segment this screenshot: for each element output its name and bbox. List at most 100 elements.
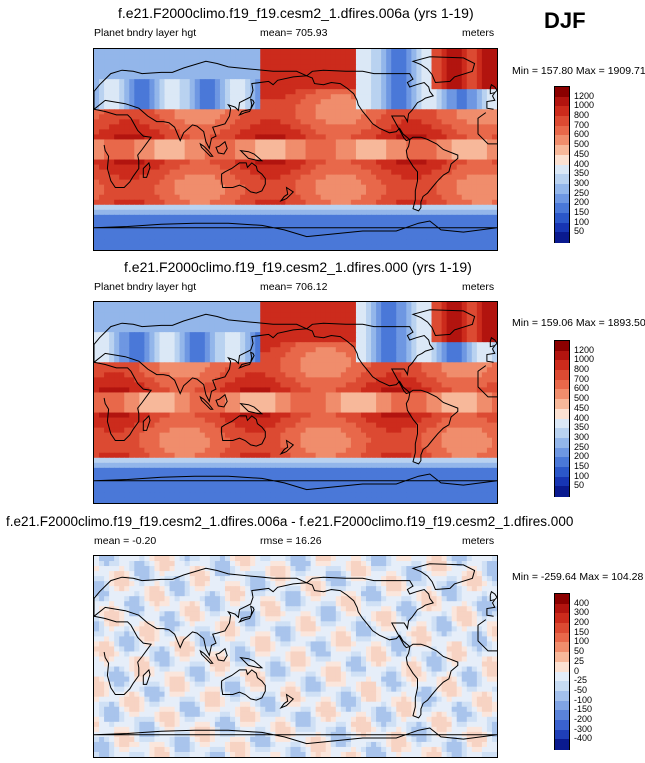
map-fill-cell — [159, 302, 166, 308]
map-fill-cell — [315, 347, 322, 353]
map-fill-cell — [134, 229, 140, 236]
map-fill-cell — [134, 104, 140, 110]
map-fill-cell — [119, 312, 125, 318]
map-fill-cell — [381, 174, 387, 181]
map-fill-cell — [255, 322, 261, 328]
map-fill-cell — [355, 204, 362, 211]
map-fill-cell — [134, 144, 140, 151]
map-fill-cell — [134, 234, 140, 241]
map-fill-cell — [350, 322, 357, 328]
map-fill-cell — [471, 234, 478, 241]
map-fill-cell — [104, 174, 110, 181]
map-fill-cell — [431, 204, 438, 211]
map-fill-cell — [315, 74, 322, 80]
map-fill-cell — [99, 307, 105, 313]
map-fill-cell — [391, 94, 397, 100]
map-fill-cell — [124, 144, 130, 151]
map-fill-cell — [315, 407, 322, 414]
map-fill-cell — [149, 317, 156, 323]
map-fill-cell — [340, 219, 347, 226]
map-fill-cell — [491, 144, 497, 151]
map-fill-cell — [189, 159, 196, 166]
map-fill-cell — [391, 312, 397, 318]
map-fill-cell — [290, 109, 297, 115]
map-fill-cell — [426, 119, 433, 125]
map-fill-cell — [250, 114, 256, 120]
map-fill-cell — [285, 134, 292, 141]
map-fill-cell — [114, 119, 120, 125]
map-fill-cell — [240, 367, 246, 373]
map-fill-cell — [325, 244, 332, 250]
map-fill-cell — [355, 322, 362, 328]
map-fill-cell — [431, 124, 438, 131]
map-fill-cell — [360, 64, 367, 70]
map-fill-cell — [159, 332, 166, 338]
map-fill-cell — [381, 352, 387, 358]
map-fill-cell — [159, 174, 166, 181]
map-fill-cell — [396, 114, 402, 120]
map-fill-cell — [325, 317, 332, 323]
map-fill-cell — [204, 179, 211, 186]
map-fill-cell — [240, 387, 246, 394]
map-fill-cell — [114, 387, 120, 394]
map-fill-cell — [245, 189, 251, 196]
map-fill-cell — [94, 322, 100, 328]
map-fill-cell — [360, 49, 367, 55]
map-fill-cell — [310, 322, 317, 328]
coastline-nz — [279, 186, 295, 203]
map-fill-cell — [149, 89, 156, 95]
map-fill-cell — [355, 317, 362, 323]
map-fill-cell — [350, 129, 357, 136]
map-fill-cell — [144, 134, 151, 141]
map-fill-cell — [250, 302, 256, 308]
map-fill-cell — [209, 357, 216, 363]
map-fill-cell — [350, 337, 357, 343]
map-fill-cell — [451, 219, 458, 226]
map-fill-cell — [114, 64, 120, 70]
map-fill-cell — [134, 49, 140, 55]
map-fill-cell — [169, 312, 176, 318]
map-fill-cell — [476, 199, 483, 206]
map-fill-cell — [481, 362, 488, 368]
map-fill-cell — [280, 387, 287, 394]
map-fill-cell — [401, 59, 407, 65]
map-fill-cell — [159, 407, 166, 414]
map-fill-cell — [486, 219, 493, 226]
map-fill-cell — [456, 54, 463, 60]
map-fill-cell — [169, 179, 176, 186]
map-fill-cell — [270, 139, 276, 146]
map-fill-cell — [250, 109, 256, 115]
map-fill-cell — [411, 352, 417, 358]
map-fill-cell — [441, 89, 448, 95]
map-fill-cell — [320, 312, 327, 318]
panel-2-units-label: meters — [462, 281, 495, 293]
map-fill-cell — [144, 184, 151, 191]
map-fill-cell — [245, 357, 251, 363]
map-fill-cell — [119, 407, 125, 414]
map-fill-cell — [471, 189, 478, 196]
map-fill-cell — [224, 214, 231, 221]
map-fill-cell — [421, 402, 428, 409]
map-fill-cell — [275, 352, 281, 358]
map-fill-cell — [204, 194, 211, 201]
map-fill-cell — [491, 54, 497, 60]
map-fill-cell — [129, 119, 135, 125]
map-fill-cell — [290, 347, 297, 353]
map-fill-cell — [376, 357, 382, 363]
map-fill-cell — [431, 59, 438, 65]
map-fill-cell — [119, 74, 125, 80]
map-fill-cell — [456, 387, 463, 394]
map-fill-cell — [265, 54, 271, 60]
map-fill-cell — [219, 54, 226, 60]
map-fill-cell — [381, 164, 387, 171]
map-fill-cell — [325, 327, 332, 333]
map-fill-cell — [426, 149, 433, 156]
map-fill-cell — [481, 219, 488, 226]
map-fill-cell — [270, 114, 276, 120]
map-fill-cell — [486, 94, 493, 100]
map-fill-cell — [104, 94, 110, 100]
map-fill-cell — [290, 84, 297, 90]
map-fill-cell — [184, 234, 191, 241]
map-fill-cell — [189, 164, 196, 171]
map-fill-cell — [421, 89, 428, 95]
